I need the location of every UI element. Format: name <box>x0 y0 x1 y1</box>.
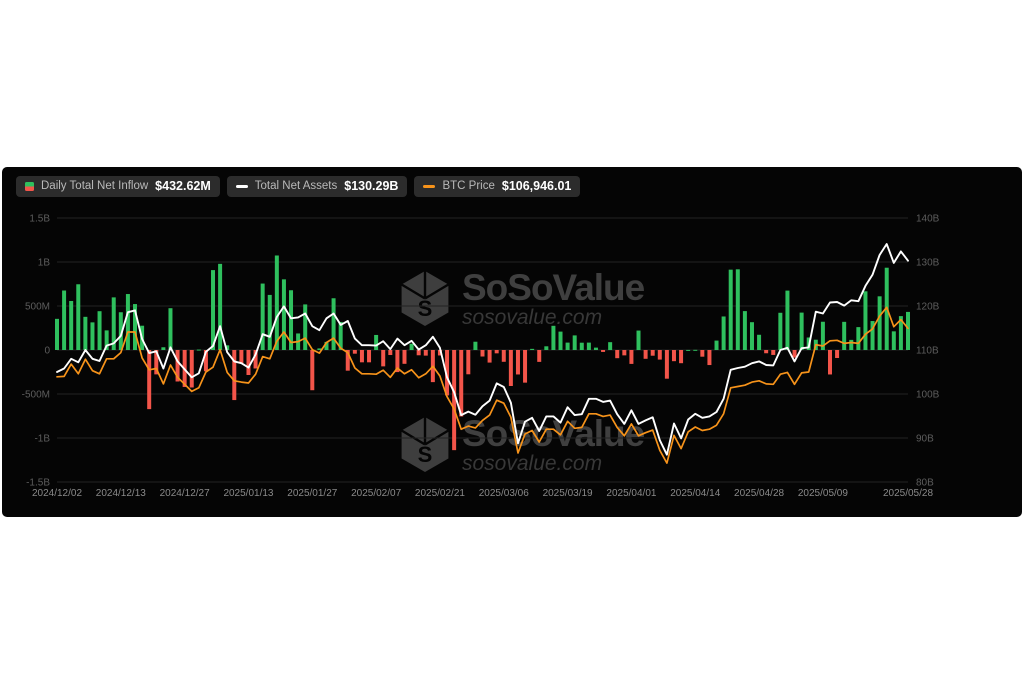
net-inflow-bar-icon <box>25 182 34 191</box>
net-assets-line-icon <box>235 185 248 188</box>
svg-text:120B: 120B <box>916 302 940 313</box>
legend-daily-net-inflow[interactable]: Daily Total Net Inflow $432.62M <box>16 176 220 197</box>
svg-text:2025/04/01: 2025/04/01 <box>606 488 656 499</box>
svg-text:2025/01/27: 2025/01/27 <box>287 488 337 499</box>
watermark-url-text: sosovalue.com <box>462 451 603 475</box>
right-axis-labels: 140B 130B 120B 110B 100B 90B 80B <box>916 214 940 489</box>
net-inflow-value: $432.62M <box>155 179 211 193</box>
gridlines <box>57 217 908 483</box>
x-axis-labels: 2024/12/02 2024/12/13 2024/12/27 2025/01/13… <box>32 488 933 499</box>
legend-total-net-assets[interactable]: Total Net Assets $130.29B <box>226 176 408 197</box>
btc-price-label: BTC Price <box>442 180 495 192</box>
legend-btc-price[interactable]: BTC Price $106,946.01 <box>414 176 581 197</box>
btc-price-line-icon <box>423 185 436 188</box>
svg-text:500M: 500M <box>25 302 50 313</box>
svg-text:90B: 90B <box>916 434 934 445</box>
svg-text:80B: 80B <box>916 478 934 489</box>
sosovalue-watermark-upper: S SoSoValue sosovalue.com <box>398 266 645 329</box>
svg-text:2025/03/06: 2025/03/06 <box>479 488 529 499</box>
svg-text:110B: 110B <box>916 346 939 357</box>
svg-text:2025/04/28: 2025/04/28 <box>734 488 784 499</box>
net-assets-value: $130.29B <box>344 179 399 193</box>
svg-text:0: 0 <box>44 346 50 357</box>
svg-text:1.5B: 1.5B <box>29 214 50 225</box>
svg-text:S: S <box>418 442 433 467</box>
net-inflow-label: Daily Total Net Inflow <box>41 180 149 192</box>
svg-text:2025/05/28: 2025/05/28 <box>883 488 933 499</box>
svg-text:-1B: -1B <box>34 434 50 445</box>
net-assets-label: Total Net Assets <box>254 180 338 192</box>
svg-text:1B: 1B <box>38 258 51 269</box>
chart-plot-area[interactable]: 1.5B 1B 500M 0 -500M -1B -1.5B 140B 130B 120B 110B… <box>2 167 1022 517</box>
watermark-brand-text: SoSoValue <box>462 266 645 308</box>
svg-text:2024/12/13: 2024/12/13 <box>96 488 146 499</box>
btc-price-line <box>56 306 909 464</box>
left-axis-labels: 1.5B 1B 500M 0 -500M -1B -1.5B <box>22 214 51 489</box>
svg-text:2024/12/27: 2024/12/27 <box>160 488 210 499</box>
watermark-brand-text: SoSoValue <box>462 412 645 454</box>
svg-text:2024/12/02: 2024/12/02 <box>32 488 82 499</box>
svg-text:2025/04/14: 2025/04/14 <box>670 488 720 499</box>
sosovalue-cube-icon: S <box>400 417 450 472</box>
svg-text:2025/05/09: 2025/05/09 <box>798 488 848 499</box>
svg-text:140B: 140B <box>916 214 940 225</box>
svg-text:S: S <box>418 296 433 321</box>
chart-legend: Daily Total Net Inflow $432.62M Total Ne… <box>16 176 581 197</box>
watermark-url-text: sosovalue.com <box>462 305 603 329</box>
svg-text:100B: 100B <box>916 390 940 401</box>
svg-text:2025/02/21: 2025/02/21 <box>415 488 465 499</box>
svg-text:2025/03/19: 2025/03/19 <box>543 488 593 499</box>
etf-flow-chart-panel: Daily Total Net Inflow $432.62M Total Ne… <box>2 167 1022 517</box>
svg-text:-500M: -500M <box>22 390 50 401</box>
svg-text:130B: 130B <box>916 258 940 269</box>
svg-text:-1.5B: -1.5B <box>26 478 50 489</box>
total-net-assets-line <box>56 243 909 456</box>
svg-text:2025/01/13: 2025/01/13 <box>223 488 273 499</box>
sosovalue-cube-icon: S <box>400 271 450 326</box>
sosovalue-watermark-lower: S SoSoValue sosovalue.com <box>398 412 645 475</box>
svg-text:2025/02/07: 2025/02/07 <box>351 488 401 499</box>
btc-price-value: $106,946.01 <box>501 179 572 193</box>
